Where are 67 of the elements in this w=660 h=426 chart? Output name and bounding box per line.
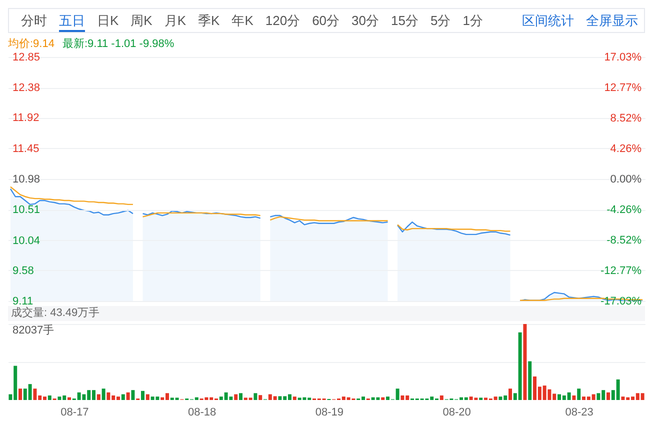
y-tick-label: 9.11 <box>12 296 34 308</box>
x-tick-label: 08-18 <box>188 406 216 418</box>
text: 15分 <box>391 12 418 30</box>
bar <box>146 394 150 400</box>
x-tick-label: 08-19 <box>315 406 344 418</box>
bar <box>258 395 262 400</box>
text: 全屏显示 <box>586 12 638 30</box>
y-tick-label: 10.98 <box>12 174 40 186</box>
bar <box>141 390 144 400</box>
bar <box>239 393 242 400</box>
bar <box>523 324 527 400</box>
y-tick-label: 11.92 <box>12 112 40 124</box>
bar <box>48 395 52 400</box>
y-tick-label: 10.04 <box>12 234 40 247</box>
bar <box>96 394 100 400</box>
text: 周K <box>130 12 152 30</box>
y2-tick-label: 4.26% <box>610 142 642 155</box>
bar <box>508 388 512 400</box>
text: 分时 <box>21 12 47 30</box>
bar <box>292 396 296 400</box>
bar <box>572 395 576 400</box>
text: 均价:9.14 <box>8 38 54 50</box>
bar <box>18 388 22 400</box>
y-tick-label: 10.51 <box>12 204 40 216</box>
bar <box>386 396 390 400</box>
bar <box>254 393 258 400</box>
y2-tick-label: -12.77% <box>600 264 642 277</box>
y-tick-label: 11.45 <box>12 142 40 155</box>
text: 季K <box>198 12 220 30</box>
bar <box>194 397 198 400</box>
text: 最新:9.11 -1.01 -9.98% <box>62 38 174 50</box>
text: 120分 <box>265 12 300 30</box>
y-tick-label: 12.38 <box>12 82 40 94</box>
bar <box>102 388 106 400</box>
bar <box>131 390 135 400</box>
bar <box>68 397 71 400</box>
bar <box>577 388 581 400</box>
bar <box>381 397 385 400</box>
y2-tick-label: 12.77% <box>604 82 642 94</box>
chart-title: 成交量: 43.49万手 <box>8 306 645 321</box>
y-tick-label: 12.85 <box>12 52 40 64</box>
y2-tick-label: 17.03% <box>604 52 642 64</box>
text: 30分 <box>352 12 379 30</box>
bar <box>234 394 238 400</box>
text: 日K <box>97 12 119 30</box>
bar <box>126 392 130 400</box>
text: 年K <box>232 12 254 30</box>
text: 1分 <box>462 12 483 30</box>
y2-tick-label: -4.26% <box>606 204 642 216</box>
bar <box>606 392 610 400</box>
text: 5分 <box>430 12 451 30</box>
y-tick-label: 9.58 <box>12 264 34 277</box>
bar <box>121 394 125 400</box>
text: 月K <box>164 12 186 30</box>
text: 区间统计 <box>522 12 574 30</box>
bar <box>440 395 444 400</box>
y2-tick-label: 0.00% <box>610 174 642 186</box>
text: 60分 <box>312 12 340 30</box>
x-tick-label: 08-23 <box>565 406 594 418</box>
y2-tick-label: -8.52% <box>606 234 642 247</box>
bar <box>528 361 532 400</box>
x-tick-label: 08-17 <box>60 406 89 418</box>
y2-tick-label: 8.52% <box>610 112 642 124</box>
text: 五日 <box>59 12 85 32</box>
x-tick-label: 08-20 <box>442 406 471 418</box>
y-tick-label: 82037手 <box>12 324 54 336</box>
bar <box>396 388 400 400</box>
